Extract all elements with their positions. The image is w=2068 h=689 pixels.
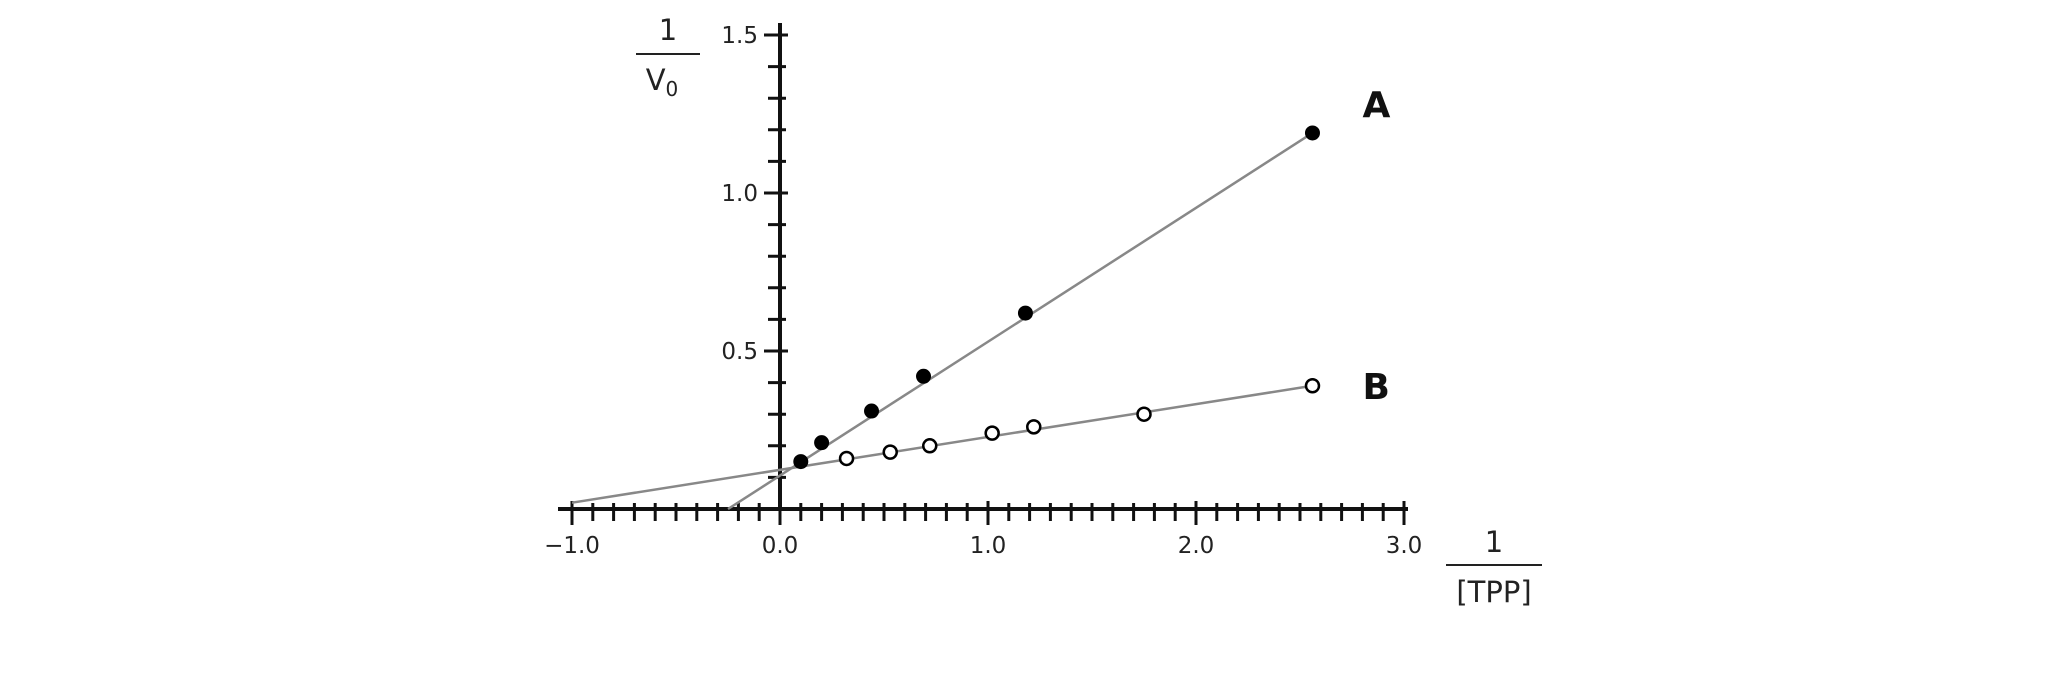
x-tick-label: 0.0	[762, 533, 799, 559]
data-point-a	[864, 403, 880, 419]
data-point-b	[922, 438, 938, 454]
fit-lines	[571, 131, 1314, 511]
data-point-a	[1304, 125, 1320, 141]
data-point-a	[1017, 305, 1033, 321]
x-tick-label: −1.0	[544, 533, 600, 559]
series-label-b: B	[1362, 367, 1389, 408]
y-label-numerator: 1	[659, 13, 677, 47]
fit-line-b	[571, 384, 1313, 504]
data-point-b	[1304, 378, 1321, 394]
series-label-a: A	[1362, 85, 1390, 126]
y-label-denominator-subscript: 0	[666, 77, 679, 101]
x-tick-label: 3.0	[1386, 533, 1423, 559]
data-point-b	[838, 450, 855, 467]
data-points	[793, 125, 1321, 470]
y-tick-label: 0.5	[721, 339, 758, 365]
y-label-denominator: V0	[646, 63, 679, 101]
y-tick-label: 1.5	[721, 23, 758, 49]
tick-labels: −1.0 0.0 1.0 2.0 3.0 0.5 1.0 1.5	[544, 23, 1422, 559]
x-label-denominator: [TPP]	[1456, 575, 1531, 609]
axis-ticks	[570, 33, 1406, 525]
y-tick-label: 1.0	[721, 181, 758, 207]
fit-line-a	[727, 131, 1314, 511]
x-tick-label: 2.0	[1178, 533, 1215, 559]
series-labels: AB	[1362, 85, 1390, 408]
data-point-b	[1026, 419, 1042, 435]
x-label-numerator: 1	[1485, 525, 1503, 559]
x-tick-label: 1.0	[970, 533, 1007, 559]
y-axis-label: 1 V0	[636, 13, 700, 101]
data-point-a	[793, 454, 809, 470]
data-point-b	[1136, 406, 1152, 422]
data-point-a	[814, 435, 830, 451]
axes	[558, 23, 1408, 511]
data-point-a	[916, 368, 932, 384]
x-axis-label: 1 [TPP]	[1446, 525, 1542, 609]
data-point-b	[882, 444, 898, 460]
data-point-b	[984, 425, 1000, 441]
y-label-denominator-main: V	[646, 63, 666, 97]
